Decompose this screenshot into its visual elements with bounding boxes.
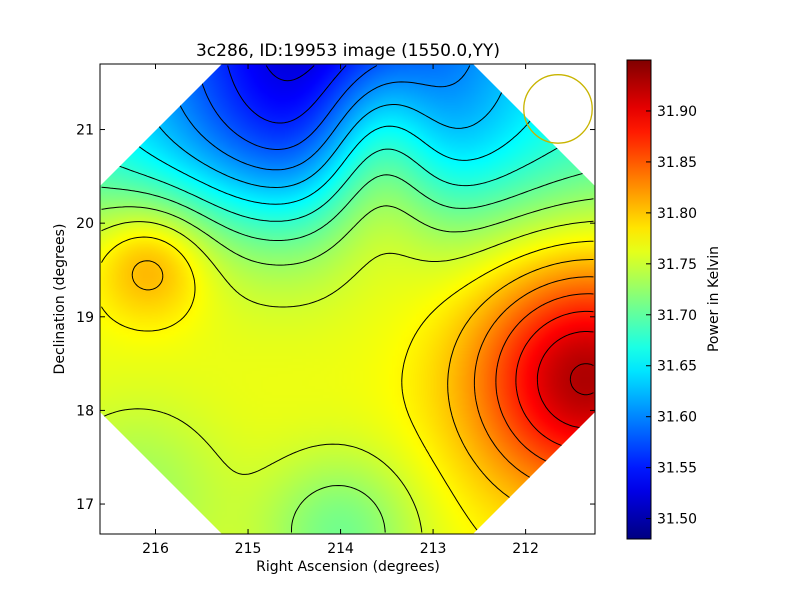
colorbar-tick-label: 31.60 [657,410,697,426]
y-tick-label: 18 [76,403,94,419]
x-axis-label: Right Ascension (degrees) [256,559,440,575]
contour-line [101,220,594,533]
x-tick-label: 216 [142,541,169,557]
y-tick-label: 19 [76,310,94,326]
colorbar-tick-label: 31.55 [657,461,697,477]
contour-line [101,236,594,533]
colorbar-tick-label: 31.90 [657,104,697,120]
heatmap-image [100,64,595,534]
colorbar-tick-label: 31.70 [657,308,697,324]
y-tick-label: 17 [76,497,94,513]
colorbar-tick-label: 31.65 [657,359,697,375]
x-tick-label: 212 [512,541,539,557]
colorbar-gradient [626,59,652,540]
y-axis-label: Declination (degrees) [52,224,68,375]
x-tick-label: 214 [327,541,354,557]
contour-line [569,363,594,396]
beam-circle-marker [523,74,593,144]
plot-frame [99,63,596,535]
contour-line [265,65,315,82]
contour-line [101,198,594,533]
colorbar-tick-label: 31.85 [657,155,697,171]
colorbar-label: Power in Kelvin [706,246,722,352]
y-axis-ticks: 17 18 19 20 21 [76,123,595,513]
x-tick-label: 215 [235,541,262,557]
contour-line [227,65,347,124]
colorbar-tick-label: 31.80 [657,206,697,222]
y-tick-label: 21 [76,123,94,139]
x-axis-ticks: 216 215 214 213 212 [142,64,539,557]
colorbar-ticks: 31.50 31.55 31.60 31.65 31.70 31.75 31.80 31.85… [646,104,697,528]
colorbar-tick-label: 31.50 [657,512,697,528]
y-tick-label: 20 [76,216,94,232]
plot-area: 216 215 214 213 212 17 18 19 20 21 [76,63,596,557]
contour-line [536,331,594,429]
colorbar-tick-label: 31.75 [657,257,697,273]
colorbar: 31.50 31.55 31.60 31.65 31.70 31.75 31.80 31.85… [626,59,697,540]
x-tick-label: 213 [420,541,447,557]
chart-title: 3c286, ID:19953 image (1550.0,YY) [196,41,500,61]
